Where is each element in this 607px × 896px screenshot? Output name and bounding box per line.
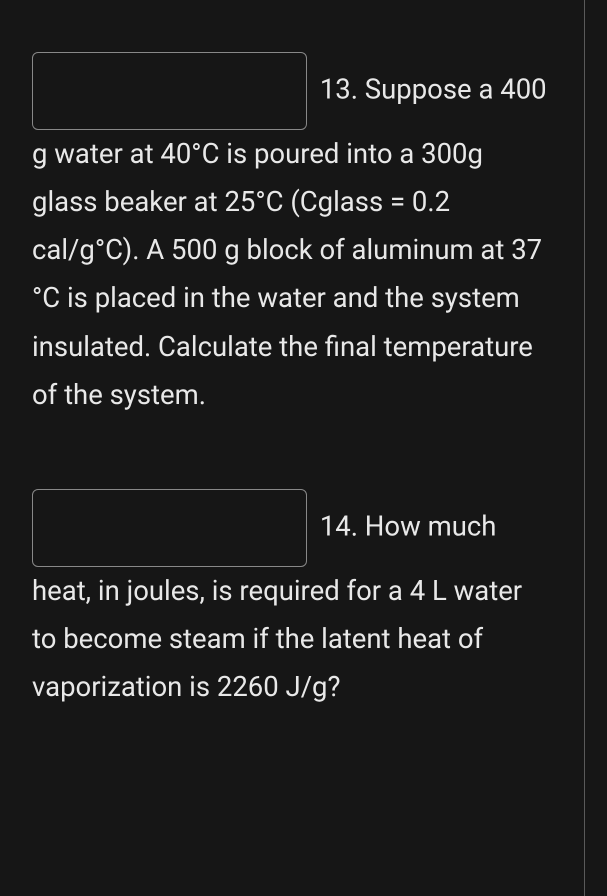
- answer-input-13[interactable]: [32, 52, 307, 130]
- question-13: 13. Suppose a 400 g water at 40°C is pou…: [32, 52, 552, 419]
- question-text: 13. Suppose a 400 g water at 40°C is pou…: [32, 52, 552, 419]
- content-area: 13. Suppose a 400 g water at 40°C is pou…: [0, 0, 585, 896]
- question-14: 14. How much heat, in joules, is require…: [32, 489, 552, 711]
- question-text: 14. How much heat, in joules, is require…: [32, 489, 552, 711]
- answer-input-14[interactable]: [32, 489, 307, 567]
